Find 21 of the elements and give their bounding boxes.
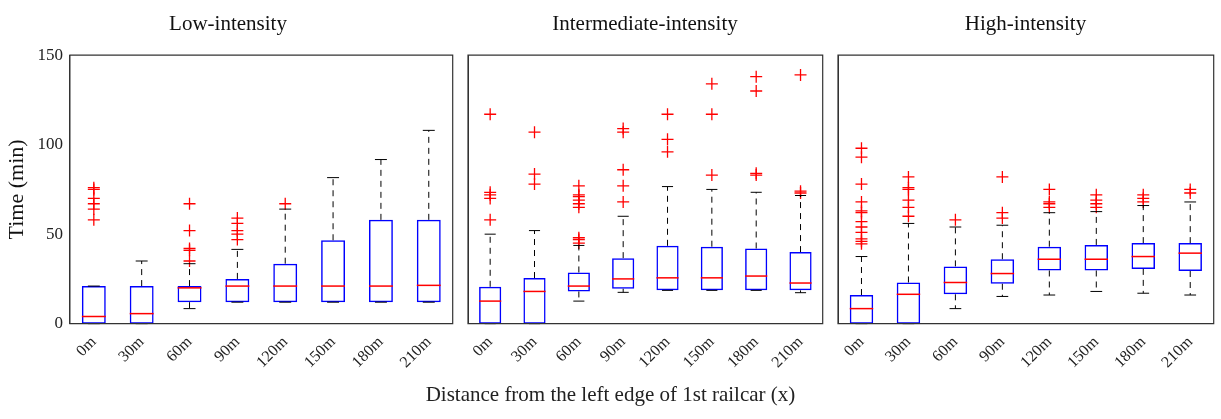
x-axis-title: Distance from the left edge of 1st railcar (x) — [424, 382, 797, 407]
y-tick-label: 0 — [54, 313, 63, 333]
x-tick-label: 90m — [210, 332, 243, 365]
chart-title: High-intensity — [964, 11, 1087, 36]
chart-title: Low-intensity — [169, 11, 288, 36]
chart-title: Intermediate-intensity — [552, 11, 739, 36]
x-tick-label: 0m — [468, 332, 496, 359]
x-tick-label: 90m — [596, 332, 629, 365]
y-tick-label: 100 — [37, 134, 63, 154]
x-tick-label: 60m — [928, 332, 961, 365]
y-tick-label: 50 — [45, 223, 63, 243]
x-tick-label: 60m — [162, 332, 196, 365]
y-axis-title: Time (min) — [2, 139, 28, 240]
x-tick-label: 30m — [114, 332, 148, 365]
x-tick-label: 30m — [881, 332, 914, 365]
y-tick-label: 150 — [37, 44, 63, 64]
x-tick-label: 0m — [840, 332, 867, 359]
x-tick-label: 90m — [975, 332, 1008, 365]
x-tick-label: 30m — [507, 332, 540, 365]
x-tick-label: 60m — [551, 332, 585, 365]
x-tick-label: 0m — [72, 332, 100, 359]
